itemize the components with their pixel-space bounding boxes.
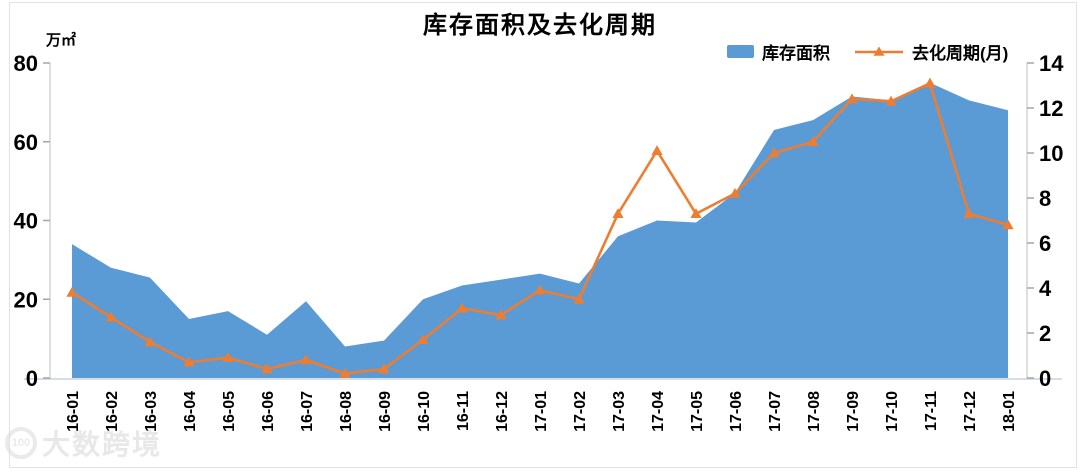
triangle-marker <box>768 147 780 158</box>
area-swatch-icon <box>727 45 754 58</box>
x-tick-label: 17-01 <box>533 391 550 432</box>
triangle-marker <box>534 284 546 295</box>
x-tick-label: 17-12 <box>962 391 979 432</box>
x-tick-label: 17-05 <box>689 391 706 432</box>
x-tick-label: 16-07 <box>299 391 316 432</box>
triangle-marker <box>261 363 273 374</box>
x-tick-label: 16-01 <box>65 391 82 432</box>
x-tick-label: 17-04 <box>650 391 667 432</box>
chart-title: 库存面积及去化周期 <box>423 12 657 39</box>
triangle-marker <box>378 363 390 374</box>
triangle-marker <box>417 334 429 344</box>
y-right-tick-label: 14 <box>1039 51 1064 76</box>
triangle-marker <box>495 309 507 320</box>
y-right-tick-label: 2 <box>1039 321 1051 346</box>
x-tick-label: 16-04 <box>182 391 199 432</box>
legend: 库存面积 去化周期(月) <box>727 39 1008 64</box>
triangle-marker <box>846 93 858 104</box>
x-tick-label: 17-02 <box>572 391 589 432</box>
y-left-tick-label: 0 <box>26 366 38 391</box>
legend-item-inventory-area: 库存面积 <box>727 39 830 64</box>
x-tick-label: 17-06 <box>728 391 745 432</box>
y-right-tick-label: 0 <box>1039 366 1051 391</box>
triangle-marker <box>807 136 819 146</box>
x-tick-label: 16-11 <box>455 391 472 431</box>
x-tick-label: 17-03 <box>611 391 628 432</box>
x-tick-label: 16-02 <box>104 391 121 432</box>
triangle-marker <box>612 208 624 218</box>
inventory-area-series <box>72 82 1008 378</box>
triangle-marker <box>1002 219 1014 230</box>
triangle-marker <box>690 208 702 218</box>
triangle-marker <box>222 352 234 362</box>
legend-item-destock-cycle: 去化周期(月) <box>854 39 1008 64</box>
legend-label-destock-cycle: 去化周期(月) <box>912 44 1009 63</box>
triangle-marker <box>456 302 468 313</box>
triangle-marker <box>885 95 897 106</box>
x-tick-label: 16-05 <box>221 391 238 432</box>
x-tick-label: 17-09 <box>845 391 862 432</box>
y-left-tick-label: 60 <box>14 130 38 155</box>
y-left-tick-label: 40 <box>14 209 38 234</box>
triangle-marker <box>66 286 78 297</box>
x-tick-label: 17-10 <box>884 391 901 432</box>
line-swatch-icon <box>854 45 904 59</box>
triangle-marker <box>963 208 975 218</box>
triangle-marker <box>573 293 585 304</box>
triangle-marker <box>183 356 195 367</box>
y-left-unit-label: 万㎡ <box>46 32 77 49</box>
x-tick-label: 16-06 <box>260 391 277 432</box>
y-left-tick-label: 80 <box>14 51 38 76</box>
watermark-text: 大数跨境 <box>42 429 163 460</box>
watermark: 100 大数跨境 <box>5 423 162 463</box>
x-tick-label: 17-07 <box>767 391 784 432</box>
triangle-marker <box>300 354 312 365</box>
triangle-marker <box>729 187 741 198</box>
triangle-marker <box>144 336 156 347</box>
x-tick-label: 16-12 <box>494 391 511 432</box>
triangle-marker <box>339 367 351 378</box>
triangle-marker <box>651 145 663 155</box>
y-right-tick-label: 10 <box>1039 141 1063 166</box>
watermark-logo-icon: 100 <box>5 427 37 459</box>
triangle-marker <box>105 311 117 322</box>
triangle-marker <box>924 77 936 88</box>
x-tick-label: 16-10 <box>416 391 433 432</box>
y-right-tick-label: 6 <box>1039 231 1051 256</box>
x-tick-label: 17-11 <box>923 391 940 431</box>
y-right-tick-label: 12 <box>1039 96 1063 121</box>
y-right-tick-label: 4 <box>1039 276 1052 301</box>
y-right-tick-label: 8 <box>1039 186 1051 211</box>
x-tick-label: 16-03 <box>143 391 160 432</box>
legend-label-inventory-area: 库存面积 <box>762 44 830 63</box>
x-tick-label: 16-09 <box>377 391 394 432</box>
y-left-tick-label: 20 <box>14 287 38 312</box>
x-tick-label: 16-08 <box>338 391 355 432</box>
x-tick-label: 17-08 <box>806 391 823 432</box>
x-tick-label: 18-01 <box>1001 391 1018 432</box>
